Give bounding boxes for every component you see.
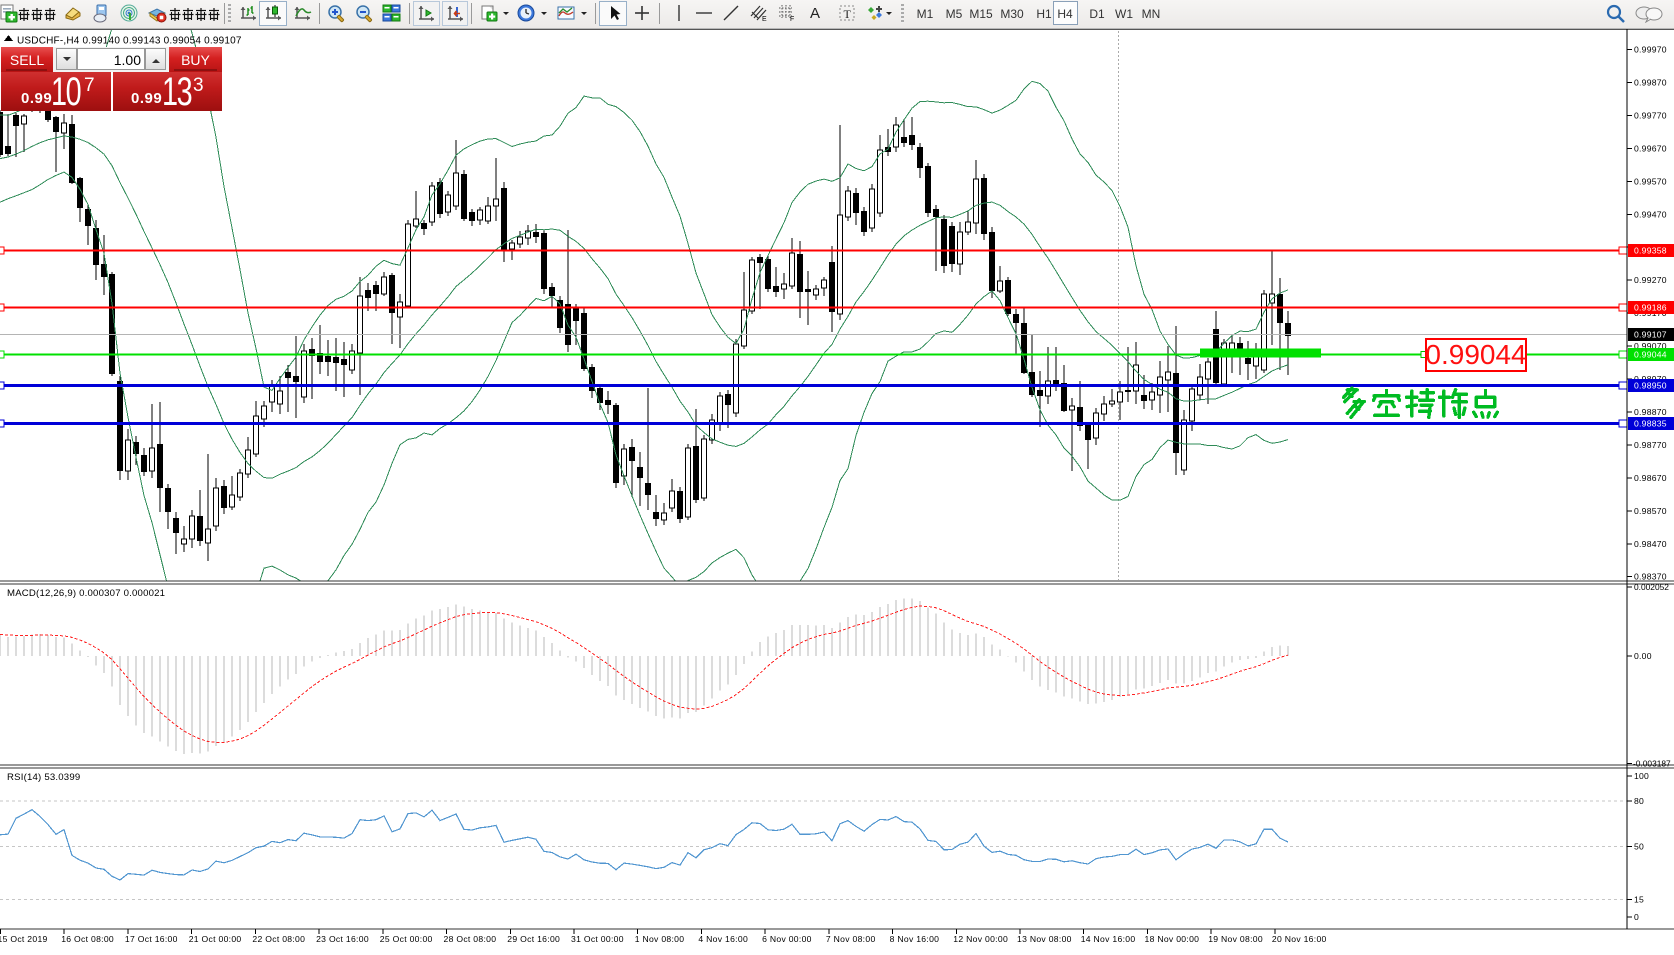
svg-text:0.99358: 0.99358	[1634, 246, 1667, 256]
svg-text:18 Nov 00:00: 18 Nov 00:00	[1145, 934, 1200, 944]
svg-text:0.98570: 0.98570	[1634, 506, 1667, 516]
svg-text:0.98950: 0.98950	[1634, 381, 1667, 391]
svg-text:20 Nov 16:00: 20 Nov 16:00	[1272, 934, 1327, 944]
svg-text:E: E	[762, 16, 767, 23]
svg-text:16 Oct 08:00: 16 Oct 08:00	[61, 934, 114, 944]
svg-text:80: 80	[1634, 796, 1644, 806]
svg-text:6 Nov 00:00: 6 Nov 00:00	[762, 934, 812, 944]
svg-text:28 Oct 08:00: 28 Oct 08:00	[444, 934, 497, 944]
svg-text:0.98770: 0.98770	[1634, 440, 1667, 450]
svg-text:15 Oct 2019: 15 Oct 2019	[0, 934, 48, 944]
svg-text:0.99270: 0.99270	[1634, 275, 1667, 285]
svg-text:23 Oct 16:00: 23 Oct 16:00	[316, 934, 369, 944]
svg-text:USDCHF-,H4 0.99140 0.99143 0.: USDCHF-,H4 0.99140 0.99143 0.99054 0.991…	[17, 36, 242, 47]
svg-text:12 Nov 00:00: 12 Nov 00:00	[953, 934, 1008, 944]
svg-text:4 Nov 16:00: 4 Nov 16:00	[698, 934, 748, 944]
svg-text:8 Nov 16:00: 8 Nov 16:00	[890, 934, 940, 944]
svg-text:0: 0	[1634, 912, 1639, 922]
svg-text:T: T	[844, 7, 852, 21]
svg-text:17 Oct 16:00: 17 Oct 16:00	[125, 934, 178, 944]
svg-text:RSI(14) 53.0399: RSI(14) 53.0399	[7, 772, 80, 783]
svg-text:0.99770: 0.99770	[1634, 110, 1667, 120]
svg-text:13 Nov 08:00: 13 Nov 08:00	[1017, 934, 1072, 944]
svg-text:0.98835: 0.98835	[1634, 419, 1667, 429]
svg-text:0.99670: 0.99670	[1634, 143, 1667, 153]
svg-text:0.99570: 0.99570	[1634, 176, 1667, 186]
svg-text:25 Oct 00:00: 25 Oct 00:00	[380, 934, 433, 944]
svg-text:14 Nov 16:00: 14 Nov 16:00	[1081, 934, 1136, 944]
svg-text:0.99870: 0.99870	[1634, 77, 1667, 87]
svg-text:21 Oct 00:00: 21 Oct 00:00	[189, 934, 242, 944]
svg-text:15: 15	[1634, 895, 1644, 905]
svg-text:0.98870: 0.98870	[1634, 407, 1667, 417]
svg-text:22 Oct 08:00: 22 Oct 08:00	[252, 934, 305, 944]
svg-text:100: 100	[1634, 771, 1649, 781]
svg-text:0.99044: 0.99044	[1634, 350, 1667, 360]
svg-text:0.99186: 0.99186	[1634, 303, 1667, 313]
svg-text:0.98370: 0.98370	[1634, 572, 1667, 582]
svg-text:31 Oct 00:00: 31 Oct 00:00	[571, 934, 624, 944]
svg-text:0.99470: 0.99470	[1634, 209, 1667, 219]
svg-text:0.002052: 0.002052	[1634, 582, 1669, 592]
svg-text:0.99044: 0.99044	[1425, 339, 1526, 370]
svg-text:0.00: 0.00	[1634, 651, 1652, 661]
svg-text:0.99970: 0.99970	[1634, 45, 1667, 55]
svg-text:0.98670: 0.98670	[1634, 473, 1667, 483]
svg-text:0.98470: 0.98470	[1634, 539, 1667, 549]
svg-text:50: 50	[1634, 842, 1644, 852]
svg-text:7 Nov 08:00: 7 Nov 08:00	[826, 934, 876, 944]
svg-text:0.99107: 0.99107	[1634, 330, 1667, 340]
svg-text:-0.003187: -0.003187	[1633, 759, 1671, 769]
svg-text:29 Oct 16:00: 29 Oct 16:00	[507, 934, 560, 944]
svg-text:19 Nov 08:00: 19 Nov 08:00	[1208, 934, 1263, 944]
svg-text:0.99070: 0.99070	[1634, 341, 1667, 351]
svg-text:MACD(12,26,9) 0.000307 0.00002: MACD(12,26,9) 0.000307 0.000021	[7, 588, 165, 599]
svg-text:1 Nov 08:00: 1 Nov 08:00	[635, 934, 685, 944]
svg-text:F: F	[790, 16, 794, 23]
